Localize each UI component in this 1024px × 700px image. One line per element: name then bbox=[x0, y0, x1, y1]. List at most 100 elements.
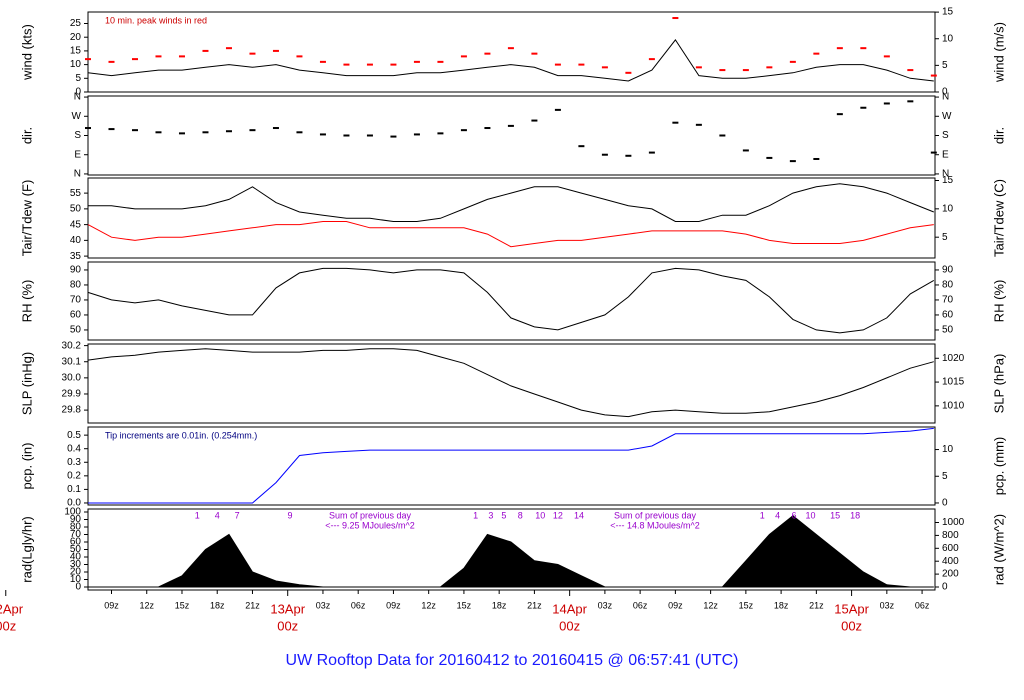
y-tick-label: 50 bbox=[70, 325, 82, 336]
x-tick-label: 21z bbox=[245, 600, 260, 610]
y-tick-label: 90 bbox=[70, 265, 82, 276]
direction-dot bbox=[272, 127, 279, 130]
direction-dot bbox=[85, 127, 91, 130]
y-tick-label: 20 bbox=[70, 32, 82, 43]
hour-marker: 4 bbox=[215, 510, 220, 520]
hour-marker: 1 bbox=[473, 510, 478, 520]
peak-dash bbox=[789, 60, 796, 63]
y-tick-label: 0.5 bbox=[67, 430, 81, 441]
y-tick-label: 45 bbox=[70, 219, 82, 230]
annotation: 10 min. peak winds in red bbox=[105, 15, 207, 25]
day-label: 14Apr bbox=[552, 601, 587, 616]
hour-marker: 12 bbox=[553, 510, 563, 520]
y2-tick-label: 70 bbox=[942, 295, 954, 306]
panel-frame bbox=[87, 261, 936, 341]
peak-dash bbox=[413, 60, 420, 63]
y-tick-label: 55 bbox=[70, 188, 82, 199]
peak-dash bbox=[554, 63, 561, 66]
y-tick-label: 50 bbox=[70, 544, 82, 555]
peak-dash bbox=[531, 52, 538, 55]
direction-dot bbox=[131, 129, 138, 132]
y-tick-label: 15 bbox=[70, 46, 82, 57]
y-tick-label: 0.0 bbox=[67, 498, 81, 509]
x-tick-label: 15z bbox=[739, 600, 754, 610]
hour-marker: 5 bbox=[501, 510, 506, 520]
y2-tick-label: 10 bbox=[942, 444, 954, 455]
y-tick-label: 90 bbox=[70, 514, 82, 525]
y2-tick-label: 15 bbox=[942, 175, 954, 186]
peak-dash bbox=[178, 55, 185, 58]
day-label: 00z bbox=[277, 618, 298, 633]
series-line bbox=[88, 427, 934, 504]
peak-dash bbox=[507, 47, 514, 50]
y-axis-label: SLP (inHg) bbox=[19, 352, 34, 415]
y-tick-label: 70 bbox=[70, 295, 82, 306]
x-tick-label: 21z bbox=[809, 600, 824, 610]
hour-marker: 8 bbox=[518, 510, 523, 520]
y-tick-label: 30.2 bbox=[62, 340, 82, 351]
day-label: 00z bbox=[841, 618, 862, 633]
peak-dash bbox=[648, 58, 655, 61]
direction-dot bbox=[531, 119, 538, 122]
x-tick-label: 09z bbox=[104, 600, 119, 610]
x-tick-label: 21z bbox=[527, 600, 542, 610]
direction-dot bbox=[742, 149, 749, 152]
radiation-note: Sum of previous day bbox=[614, 510, 697, 520]
series-line bbox=[87, 348, 934, 418]
y2-tick-label: 10 bbox=[942, 203, 954, 214]
y2-tick-label: N bbox=[942, 169, 949, 180]
direction-dot bbox=[484, 127, 491, 130]
y-tick-label: 40 bbox=[70, 552, 82, 563]
y-tick-label: 70 bbox=[70, 529, 82, 540]
peak-dash bbox=[108, 60, 115, 63]
y-tick-label: 29.8 bbox=[62, 405, 82, 416]
y-tick-label: 80 bbox=[70, 522, 82, 533]
peak-dash bbox=[366, 63, 373, 66]
radiation-area bbox=[88, 515, 934, 588]
direction-dot bbox=[155, 131, 162, 134]
panel-frame bbox=[87, 95, 936, 176]
direction-dot bbox=[249, 129, 256, 132]
y2-tick-label: 0 bbox=[942, 498, 948, 509]
y2-axis-label: wind (m/s) bbox=[991, 22, 1006, 83]
direction-dot bbox=[319, 133, 326, 136]
y2-tick-label: 200 bbox=[942, 569, 959, 580]
peak-dash bbox=[930, 74, 937, 77]
y2-tick-label: 0 bbox=[942, 582, 948, 593]
x-tick-label: 03z bbox=[880, 600, 895, 610]
direction-dot bbox=[296, 131, 303, 134]
x-tick-label: 03z bbox=[598, 600, 613, 610]
y-tick-label: 5 bbox=[75, 73, 81, 84]
direction-dot bbox=[789, 160, 796, 163]
peak-dash bbox=[85, 58, 91, 61]
hour-marker: 14 bbox=[574, 510, 584, 520]
y-tick-label: 60 bbox=[70, 537, 82, 548]
y2-axis-label: RH (%) bbox=[991, 280, 1006, 323]
hour-marker: 9 bbox=[288, 510, 293, 520]
y2-tick-label: 5 bbox=[942, 232, 948, 243]
peak-dash bbox=[860, 47, 867, 50]
radiation-note: <--- 9.25 MJoules/m^2 bbox=[325, 520, 415, 530]
y-tick-label: N bbox=[74, 169, 81, 180]
direction-dot bbox=[672, 121, 679, 124]
y-axis-label: wind (kts) bbox=[19, 24, 34, 81]
hour-marker: 15 bbox=[830, 510, 840, 520]
direction-dot bbox=[719, 134, 726, 137]
day-label: 00z bbox=[559, 618, 580, 633]
radiation-note: <--- 14.8 MJoules/m^2 bbox=[610, 520, 700, 530]
y2-tick-label: 5 bbox=[942, 60, 948, 71]
hour-marker: 1 bbox=[760, 510, 765, 520]
y2-tick-label: 90 bbox=[942, 265, 954, 276]
y-tick-label: 0.3 bbox=[67, 457, 81, 468]
y2-tick-label: 600 bbox=[942, 543, 959, 554]
direction-dot bbox=[225, 130, 232, 133]
direction-dot bbox=[813, 157, 820, 160]
y-tick-label: 60 bbox=[70, 310, 82, 321]
direction-dot bbox=[413, 133, 420, 136]
direction-dot bbox=[930, 151, 937, 154]
y2-tick-label: 50 bbox=[942, 325, 954, 336]
direction-dot bbox=[601, 153, 608, 156]
y-tick-label: 29.9 bbox=[62, 389, 82, 400]
direction-dot bbox=[108, 128, 115, 131]
y-tick-label: 25 bbox=[70, 18, 82, 29]
